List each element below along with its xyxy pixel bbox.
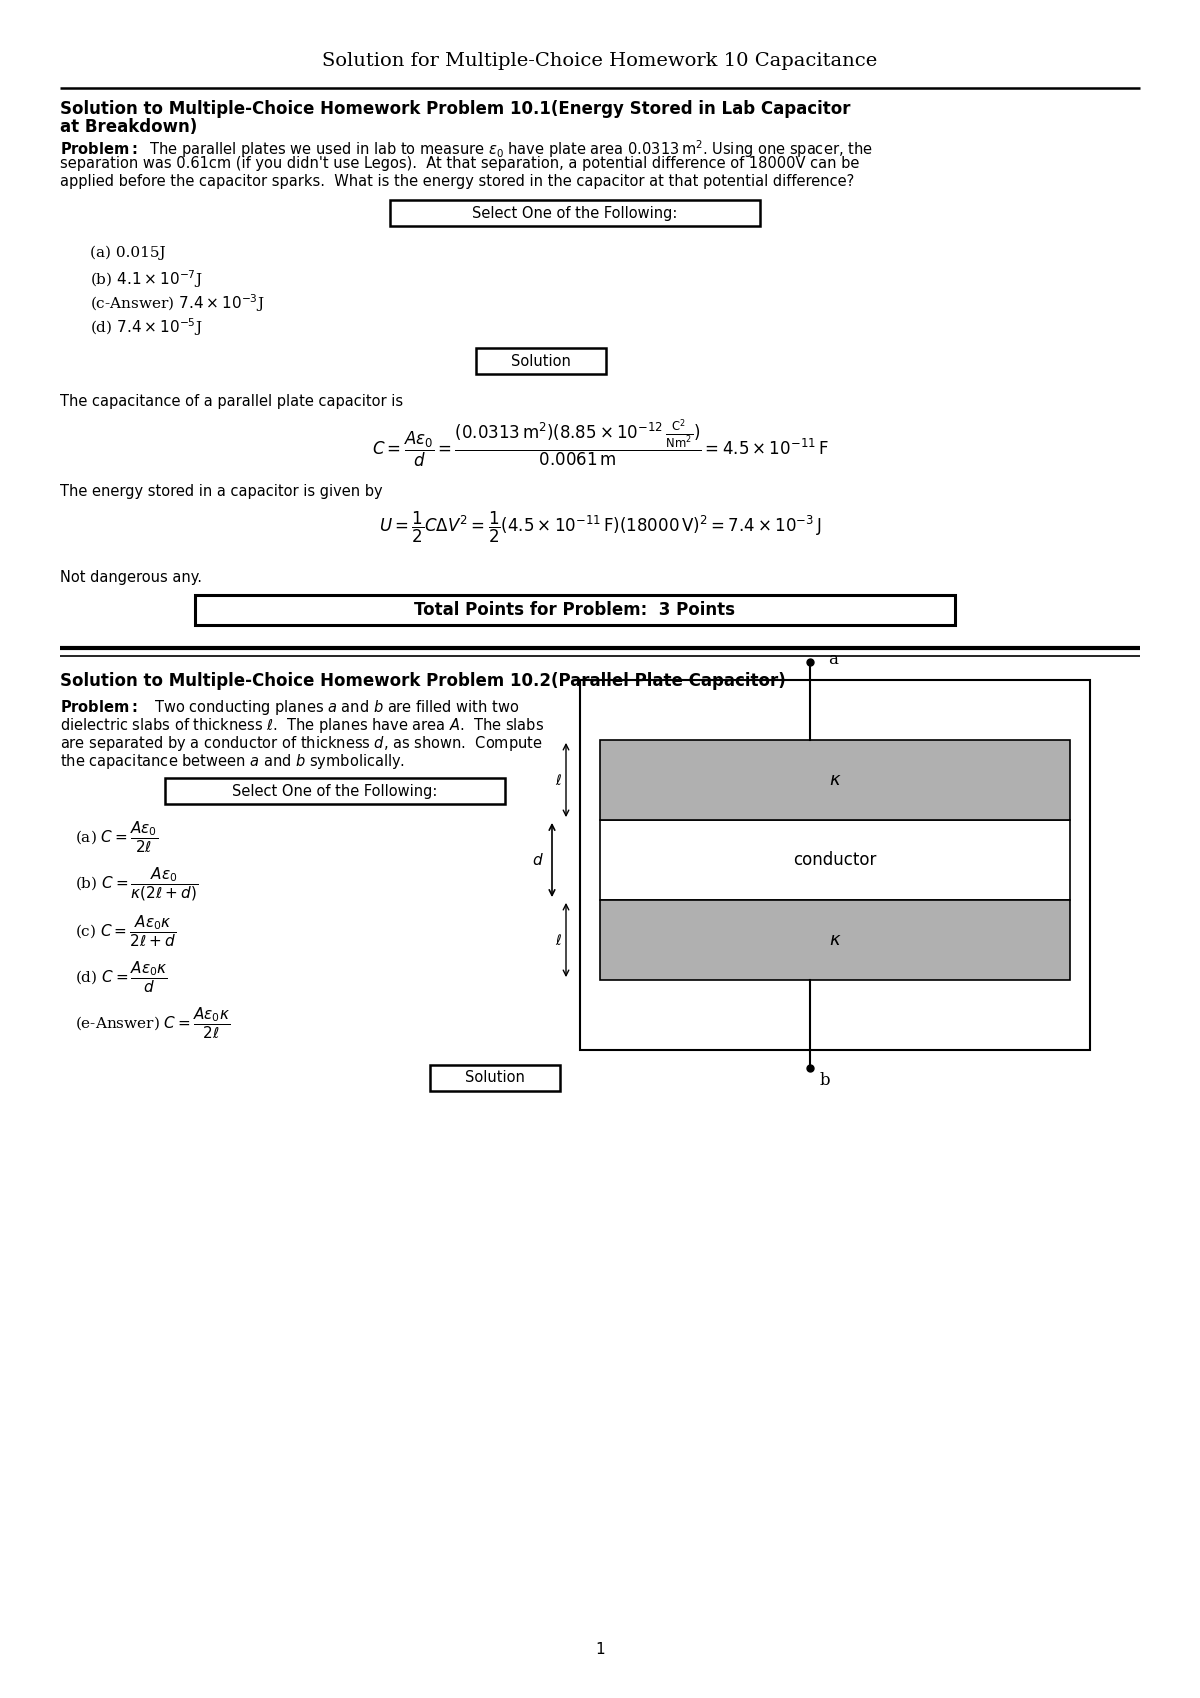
Text: applied before the capacitor sparks.  What is the energy stored in the capacitor: applied before the capacitor sparks. Wha… [60,173,854,188]
Text: Select One of the Following:: Select One of the Following: [473,205,678,221]
Text: $\mathbf{Problem:}$  The parallel plates we used in lab to measure $\varepsilon_: $\mathbf{Problem:}$ The parallel plates … [60,138,872,160]
Bar [600,740,1070,820]
Bar [194,594,955,625]
Text: at Breakdown): at Breakdown) [60,117,197,136]
Text: $\kappa$: $\kappa$ [829,931,841,949]
Text: separation was 0.61cm (if you didn't use Legos).  At that separation, a potentia: separation was 0.61cm (if you didn't use… [60,156,859,171]
Text: $\kappa$: $\kappa$ [829,771,841,790]
Bar [600,820,1070,900]
Bar [476,348,606,374]
Text: $d$: $d$ [533,852,544,868]
Text: 1: 1 [595,1642,605,1657]
Text: (e-Answer) $C = \dfrac{A\varepsilon_0\kappa}{2\ell}$: (e-Answer) $C = \dfrac{A\varepsilon_0\ka… [74,1005,230,1041]
Text: $U = \dfrac{1}{2}C\Delta V^2 = \dfrac{1}{2}(4.5 \times 10^{-11}\,\mathrm{F})(180: $U = \dfrac{1}{2}C\Delta V^2 = \dfrac{1}… [379,509,821,545]
Text: (d) $C = \dfrac{A\varepsilon_0\kappa}{d}$: (d) $C = \dfrac{A\varepsilon_0\kappa}{d}… [74,959,168,995]
Text: (c) $C = \dfrac{A\varepsilon_0\kappa}{2\ell + d}$: (c) $C = \dfrac{A\varepsilon_0\kappa}{2\… [74,914,176,949]
Text: The capacitance of a parallel plate capacitor is: The capacitance of a parallel plate capa… [60,394,403,409]
Text: the capacitance between $a$ and $b$ symbolically.: the capacitance between $a$ and $b$ symb… [60,752,406,771]
Text: Solution: Solution [511,353,571,368]
Text: are separated by a conductor of thickness $d$, as shown.  Compute: are separated by a conductor of thicknes… [60,734,542,752]
Text: (a) $C = \dfrac{A\varepsilon_0}{2\ell}$: (a) $C = \dfrac{A\varepsilon_0}{2\ell}$ [74,820,158,856]
Bar [390,200,760,226]
Text: (a) 0.015J: (a) 0.015J [90,246,166,260]
Text: Solution for Multiple-Choice Homework 10 Capacitance: Solution for Multiple-Choice Homework 10… [323,53,877,70]
Bar [430,1065,560,1092]
Text: (b) $4.1 \times 10^{-7}$J: (b) $4.1 \times 10^{-7}$J [90,268,203,290]
Text: Solution to Multiple-Choice Homework Problem 10.2(Parallel Plate Capacitor): Solution to Multiple-Choice Homework Pro… [60,672,786,689]
Text: b: b [820,1071,830,1088]
Text: The energy stored in a capacitor is given by: The energy stored in a capacitor is give… [60,484,383,499]
Text: a: a [828,652,838,669]
Text: Select One of the Following:: Select One of the Following: [233,783,438,798]
Text: Not dangerous any.: Not dangerous any. [60,571,202,586]
Text: Total Points for Problem:  3 Points: Total Points for Problem: 3 Points [414,601,736,620]
Text: $\ell$: $\ell$ [554,773,562,788]
Text: $\ell$: $\ell$ [554,932,562,947]
Bar [600,900,1070,980]
Bar [580,679,1090,1049]
Text: (c-Answer) $7.4 \times 10^{-3}$J: (c-Answer) $7.4 \times 10^{-3}$J [90,292,265,314]
Text: dielectric slabs of thickness $\ell$.  The planes have area $A$.  The slabs: dielectric slabs of thickness $\ell$. Th… [60,717,544,735]
Text: (d) $7.4 \times 10^{-5}$J: (d) $7.4 \times 10^{-5}$J [90,316,203,338]
Text: Solution to Multiple-Choice Homework Problem 10.1(Energy Stored in Lab Capacitor: Solution to Multiple-Choice Homework Pro… [60,100,851,117]
Bar [166,778,505,803]
Text: $C = \dfrac{A\varepsilon_0}{d} = \dfrac{(0.0313\,\mathrm{m}^2)(8.85 \times 10^{-: $C = \dfrac{A\varepsilon_0}{d} = \dfrac{… [372,418,828,470]
Text: $\mathbf{Problem:}$   Two conducting planes $a$ and $b$ are filled with two: $\mathbf{Problem:}$ Two conducting plane… [60,698,520,717]
Text: Solution: Solution [466,1070,524,1085]
Text: (b) $C = \dfrac{A\varepsilon_0}{\kappa(2\ell + d)}$: (b) $C = \dfrac{A\varepsilon_0}{\kappa(2… [74,866,198,903]
Text: conductor: conductor [793,851,877,869]
